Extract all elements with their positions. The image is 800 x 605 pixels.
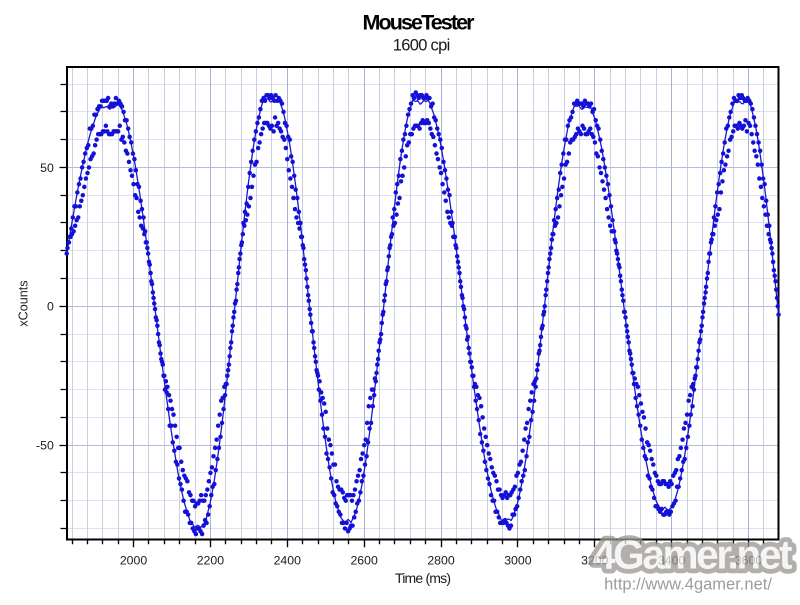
svg-text:MouseTester: MouseTester [363,11,476,35]
svg-text:xCounts: xCounts [17,280,31,326]
svg-text:2000: 2000 [120,554,148,568]
svg-text:3000: 3000 [504,554,532,568]
svg-text:4Gamer.net: 4Gamer.net [593,532,792,578]
svg-text:2800: 2800 [427,554,455,568]
svg-text:3200: 3200 [581,554,609,568]
svg-text:2600: 2600 [350,554,378,568]
svg-text:-50: -50 [36,438,54,452]
svg-text:2400: 2400 [274,554,302,568]
svg-text:50: 50 [40,161,54,175]
svg-text:http://www.4gamer.net/: http://www.4gamer.net/ [604,576,772,594]
svg-text:3600: 3600 [735,554,763,568]
svg-text:3400: 3400 [658,554,686,568]
svg-text:2200: 2200 [197,554,225,568]
svg-text:1600 cpi: 1600 cpi [393,37,451,55]
svg-text:Time (ms): Time (ms) [395,570,451,586]
svg-text:0: 0 [47,300,54,314]
svg-text:4Gamer.net: 4Gamer.net [593,532,792,578]
